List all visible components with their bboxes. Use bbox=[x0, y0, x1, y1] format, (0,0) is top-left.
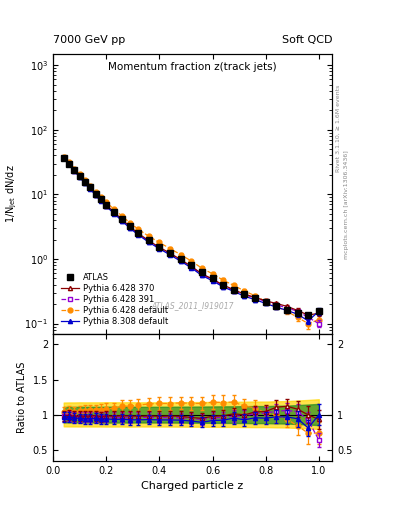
Text: Momentum fraction z(track jets): Momentum fraction z(track jets) bbox=[108, 62, 277, 72]
Y-axis label: 1/N$_\mathregular{jet}$ dN/dz: 1/N$_\mathregular{jet}$ dN/dz bbox=[4, 164, 19, 223]
Text: mcplots.cern.ch [arXiv:1306.3436]: mcplots.cern.ch [arXiv:1306.3436] bbox=[344, 151, 349, 259]
Text: Rivet 3.1.10, ≥ 1.6M events: Rivet 3.1.10, ≥ 1.6M events bbox=[336, 84, 341, 172]
Text: ATLAS_2011_I919017: ATLAS_2011_I919017 bbox=[151, 301, 234, 310]
Text: 7000 GeV pp: 7000 GeV pp bbox=[53, 34, 125, 45]
Y-axis label: Ratio to ATLAS: Ratio to ATLAS bbox=[17, 361, 27, 433]
X-axis label: Charged particle z: Charged particle z bbox=[141, 481, 244, 491]
Text: Soft QCD: Soft QCD bbox=[282, 34, 332, 45]
Legend: ATLAS, Pythia 6.428 370, Pythia 6.428 391, Pythia 6.428 default, Pythia 8.308 de: ATLAS, Pythia 6.428 370, Pythia 6.428 39… bbox=[57, 269, 172, 329]
